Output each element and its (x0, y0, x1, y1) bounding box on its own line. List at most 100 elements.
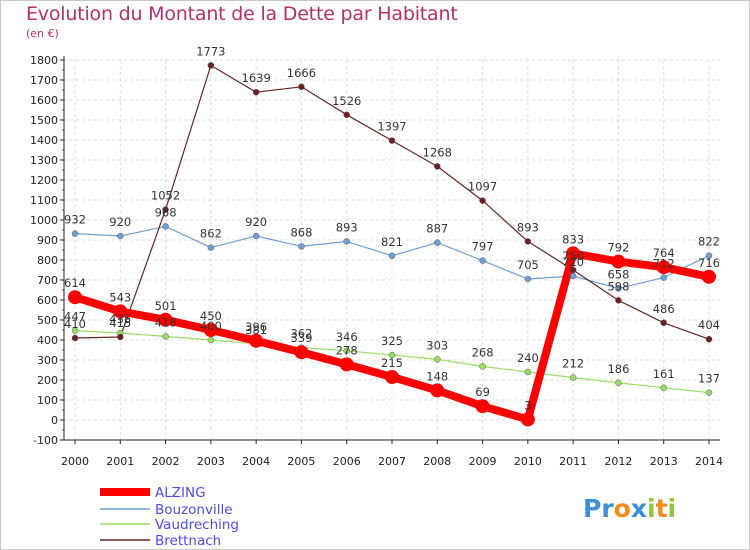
y-tick-label: 1600 (30, 94, 58, 107)
data-label: 822 (698, 235, 720, 249)
x-tick-label: 2006 (333, 455, 361, 468)
data-label: 792 (607, 241, 629, 255)
data-point (339, 357, 354, 372)
data-point (524, 275, 532, 283)
data-label: 447 (64, 310, 86, 324)
data-label: 1639 (242, 71, 271, 85)
y-tick-label: 500 (37, 314, 58, 327)
x-tick-label: 2011 (559, 455, 587, 468)
data-point (249, 333, 264, 348)
data-label: 410 (64, 317, 86, 331)
legend-label-brettnach: Brettnach (155, 533, 221, 549)
data-label: 450 (200, 309, 222, 323)
data-point (524, 368, 532, 376)
data-point (385, 370, 399, 384)
y-tick-label: 0 (51, 414, 58, 427)
data-point (298, 83, 305, 91)
data-label: 598 (607, 279, 629, 293)
data-point (520, 412, 535, 427)
x-tick-label: 2012 (604, 455, 632, 468)
legend-label-alzing: ALZING (155, 485, 206, 501)
data-point (294, 345, 309, 360)
data-point (207, 244, 215, 251)
data-point (343, 238, 350, 245)
data-point (298, 243, 305, 250)
data-point (569, 272, 577, 280)
y-tick-label: 400 (37, 334, 58, 347)
data-labels: 932 920 968 862 920 868 893 821 887 797 705 720 658 7… (64, 44, 720, 412)
data-point (524, 238, 532, 245)
data-point (615, 285, 622, 292)
y-tick-labels: -100 0 100 200 300 400 500 600 700 800 900 1000 1100… (30, 54, 58, 447)
data-point (207, 336, 215, 344)
y-tick-label: 1100 (30, 194, 58, 207)
data-label: 212 (562, 357, 584, 371)
data-point (475, 399, 490, 414)
x-tick-label: 2005 (287, 455, 315, 468)
data-point (611, 254, 626, 269)
data-label: 381 (245, 323, 267, 337)
data-point (252, 232, 260, 240)
data-point (71, 334, 79, 342)
x-tick-label: 2008 (423, 455, 451, 468)
data-label: 362 (290, 327, 312, 341)
data-label: 887 (426, 222, 448, 236)
y-tick-label: 100 (37, 394, 58, 407)
data-point (207, 62, 215, 69)
data-label: 418 (155, 315, 177, 329)
chart-unit: (en €) (26, 27, 59, 40)
y-tick-label: 1300 (30, 154, 58, 167)
data-label: 712 (653, 257, 675, 271)
data-point (388, 351, 396, 359)
y-tick-label: 900 (37, 234, 58, 247)
y-tick-label: 1200 (30, 174, 58, 187)
data-label: 339 (290, 331, 312, 345)
data-point (434, 239, 441, 246)
data-label: 1052 (151, 189, 180, 203)
data-label: 1666 (287, 66, 316, 80)
x-tick-label: 2002 (152, 455, 180, 468)
data-point (434, 356, 441, 363)
data-point (479, 197, 486, 204)
data-label: 1097 (468, 180, 497, 194)
data-point (656, 260, 671, 275)
data-label: 1526 (332, 94, 361, 108)
data-label: 862 (200, 227, 222, 241)
data-point (479, 257, 486, 264)
data-label: 750 (562, 249, 584, 263)
data-point (479, 363, 486, 370)
x-tick-label: 2009 (469, 455, 497, 468)
legend-label-bouzonville: Bouzonville (155, 502, 233, 518)
x-tick-label: 2000 (61, 455, 89, 468)
y-tick-label: 800 (37, 254, 58, 267)
data-point (430, 383, 445, 398)
data-label: 614 (64, 276, 86, 290)
data-point (71, 327, 79, 334)
axes (60, 56, 720, 444)
data-label: 501 (155, 299, 177, 313)
data-label: 968 (155, 205, 177, 219)
y-tick-label: 1000 (30, 214, 58, 227)
y-tick-label: 600 (37, 294, 58, 307)
data-point (117, 333, 124, 341)
data-label: 215 (381, 356, 403, 370)
data-point (343, 347, 350, 355)
data-point (569, 266, 577, 274)
data-point (162, 206, 169, 213)
y-tick-label: 200 (37, 374, 58, 387)
data-point (388, 252, 396, 260)
data-label: 932 (64, 213, 86, 227)
x-tick-label: 2014 (695, 455, 723, 468)
data-point (705, 389, 713, 396)
data-point (68, 290, 82, 305)
data-point (705, 252, 713, 259)
x-tick-label: 2007 (378, 455, 406, 468)
data-label: 764 (653, 246, 675, 260)
x-tick-label: 2010 (514, 455, 542, 468)
x-tick-labels: 2000 2001 2002 2003 2004 2005 2006 2007 2008 2009… (61, 455, 723, 468)
data-label: 148 (426, 369, 448, 383)
data-label: 161 (653, 367, 675, 381)
data-label: 415 (109, 316, 131, 330)
y-tick-label: 1400 (30, 134, 58, 147)
